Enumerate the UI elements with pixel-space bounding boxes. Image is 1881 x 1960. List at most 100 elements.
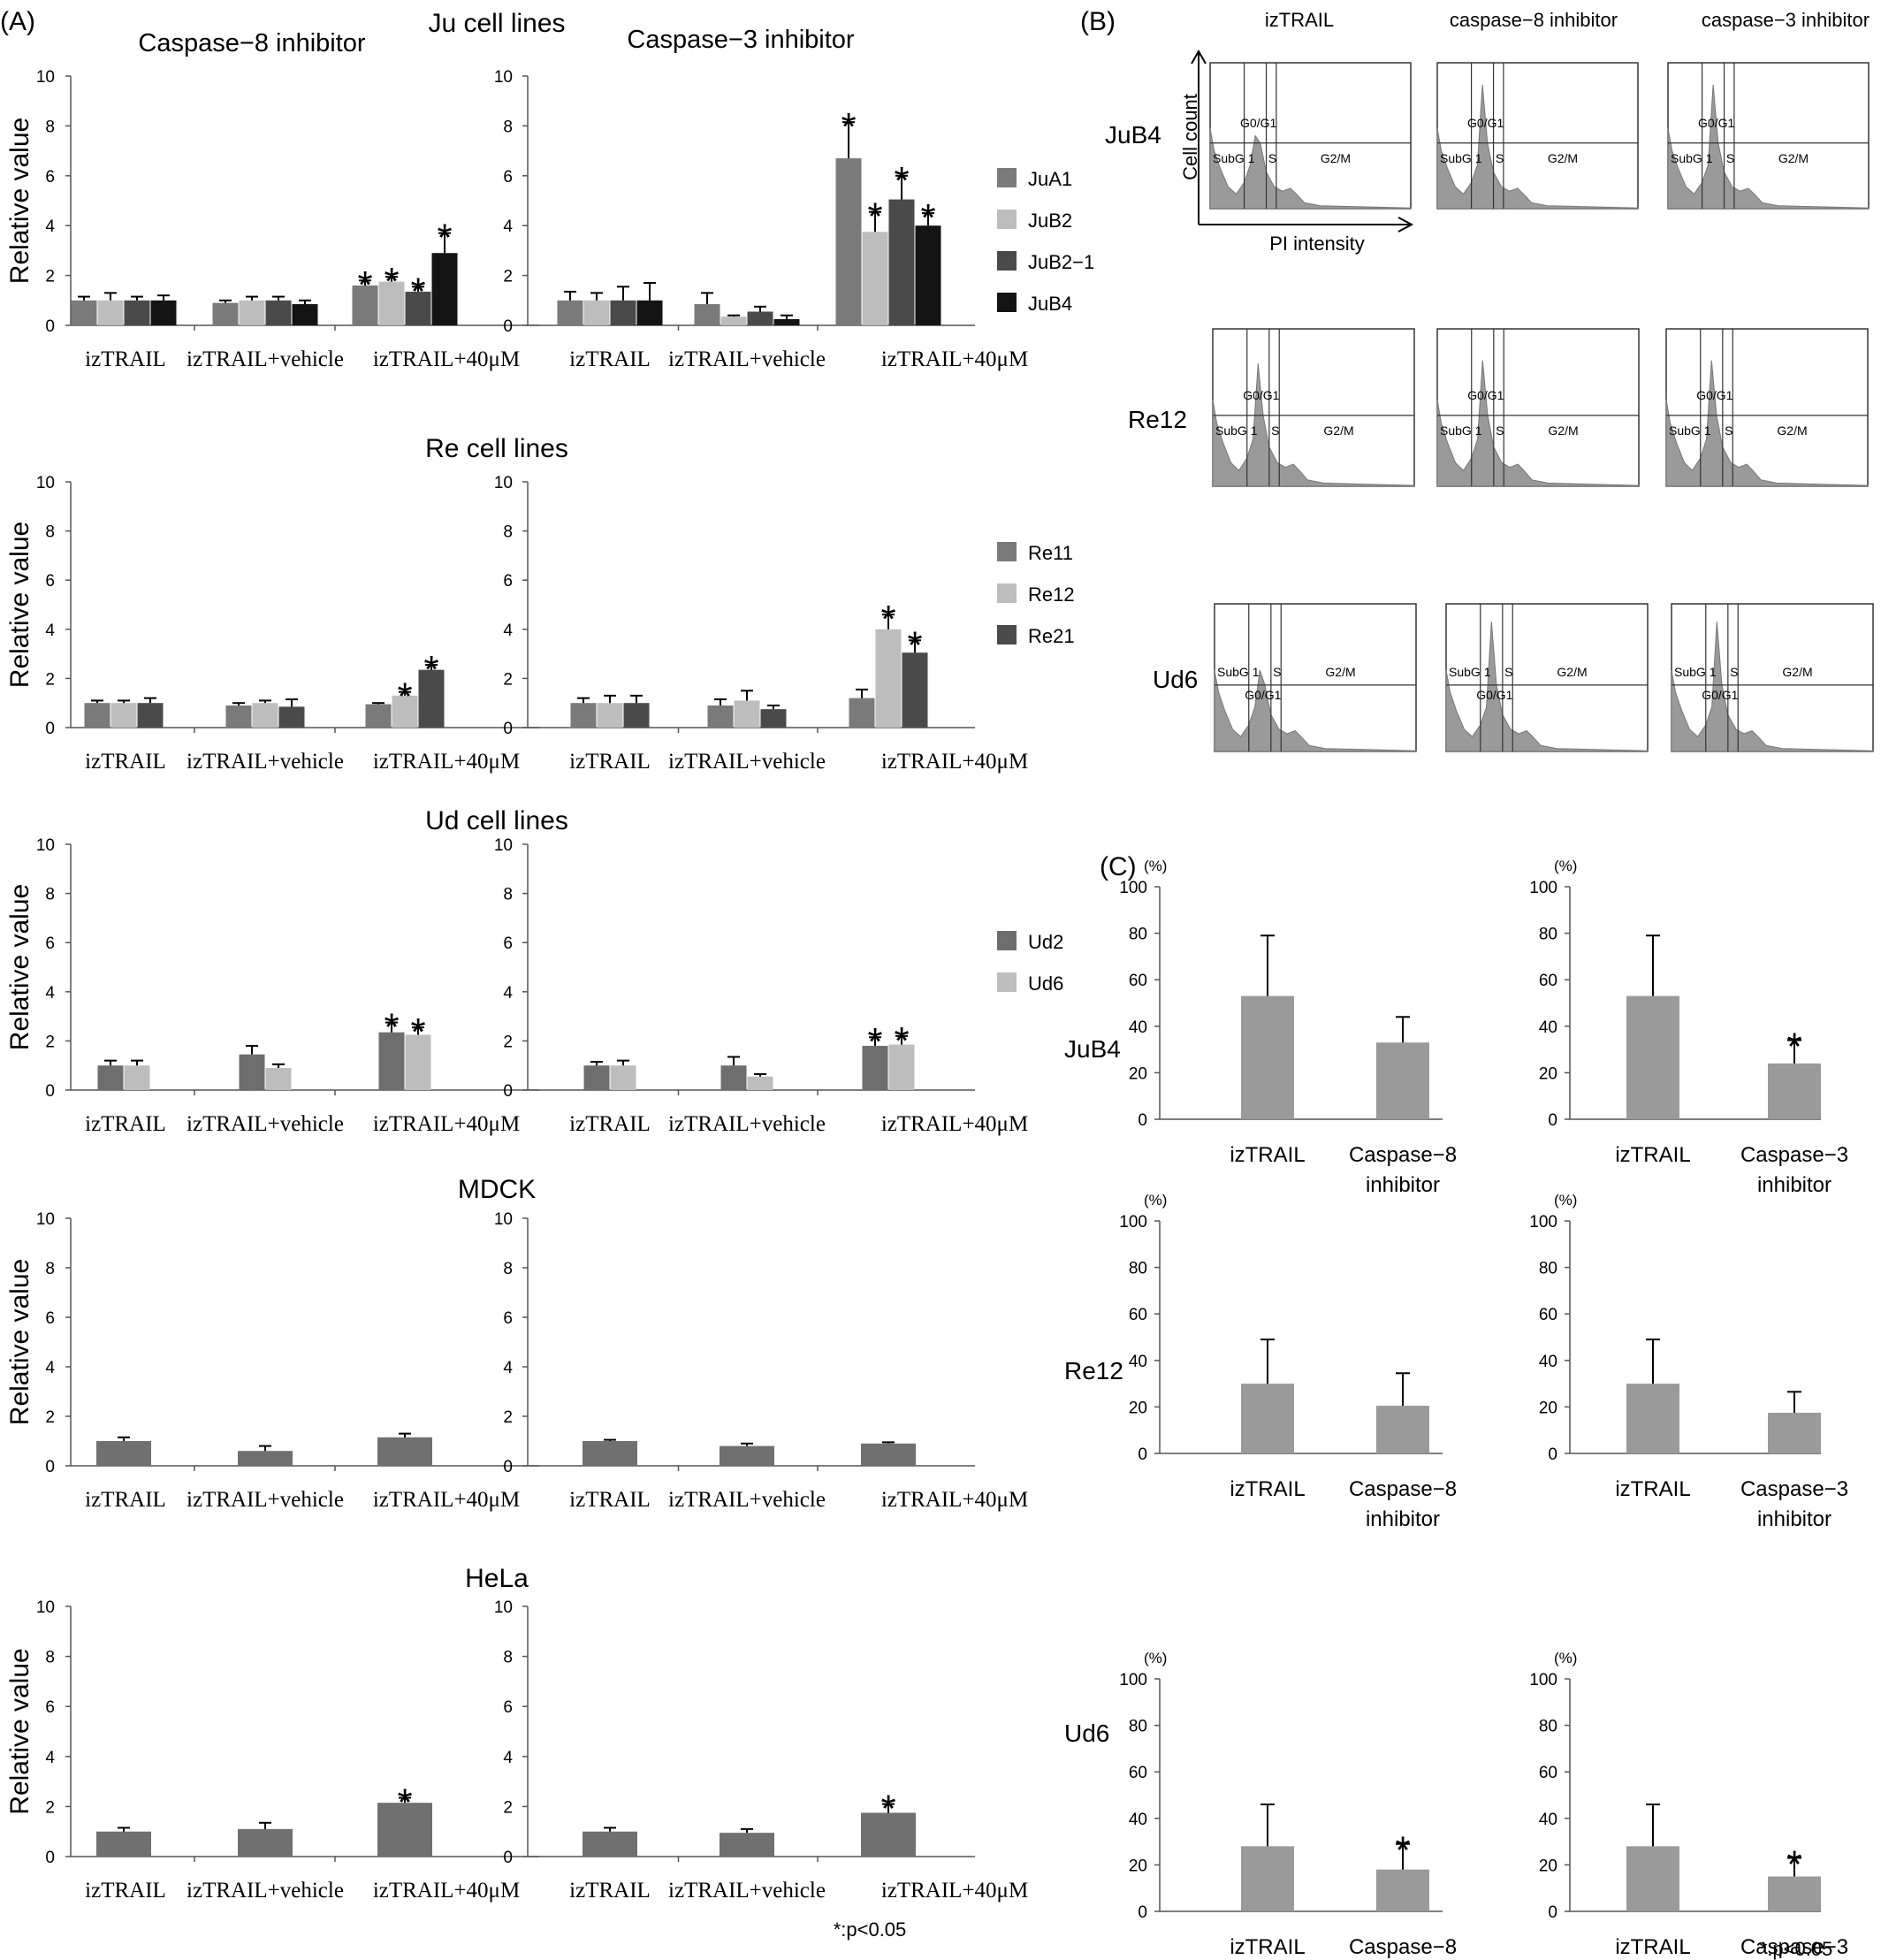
y-tick-label: 80: [1129, 1260, 1147, 1278]
x-category-label: inhibitor: [1366, 1173, 1440, 1197]
y-unit-label: (%): [1144, 858, 1167, 874]
bar-ju-casp3-1-2: [747, 311, 773, 325]
y-tick-label: 8: [503, 118, 513, 136]
x-category-label: izTRAIL: [569, 750, 651, 774]
y-tick-label: 10: [494, 1598, 513, 1617]
x-category-label: izTRAIL: [569, 1488, 651, 1512]
y-tick-label: 20: [1129, 1399, 1147, 1417]
panel-a-charts: Ju cell lines Relative value 0 2 4 6 8 10 * * * * iz…: [5, 9, 1094, 1903]
bar-re-casp8-0-2: [137, 703, 164, 728]
histogram-fill: [1445, 621, 1649, 752]
bar-ju-casp8-1-2: [265, 300, 292, 325]
y-tick-label: 4: [503, 622, 513, 640]
x-category-label: izTRAIL+vehicle: [668, 347, 826, 371]
y-tick-label: 40: [1539, 1353, 1557, 1371]
y-tick-label: 0: [1138, 1111, 1147, 1130]
gate-label-g0g1: G0/G1: [1702, 688, 1738, 702]
chart-title-re: Re cell lines: [425, 434, 568, 463]
gate-label-s: S: [1273, 665, 1281, 679]
y-tick-label: 8: [45, 523, 55, 542]
flow-col-header-iztrail: izTRAIL: [1265, 9, 1334, 31]
x-category-label: Caspase−3: [1740, 1935, 1848, 1959]
y-tick-label: 4: [503, 217, 513, 236]
gate-label-g0g1: G0/G1: [1245, 688, 1281, 702]
chart-title-ju: Ju cell lines: [428, 9, 565, 38]
x-category-label: izTRAIL+40μM: [373, 347, 520, 371]
y-tick-label: 10: [494, 474, 513, 492]
bar-panel-c-0-casp8-1: [1376, 1042, 1429, 1119]
x-category-label: Caspase−8: [1349, 1143, 1457, 1167]
y-tick-label: 6: [503, 1698, 513, 1717]
y-tick-label: 40: [1129, 1353, 1147, 1371]
gate-label-subg1: SubG 1: [1217, 665, 1260, 679]
flow-row-label-ud6: Ud6: [1153, 666, 1198, 693]
y-tick-label: 0: [45, 720, 55, 738]
x-category-label: izTRAIL+40μM: [373, 750, 520, 774]
chart-title-ud: Ud cell lines: [425, 806, 568, 835]
legend-label: Re21: [1028, 625, 1075, 647]
bar-mdck-casp3-1-0: [720, 1445, 774, 1466]
bar-hela-casp8-1-0: [238, 1828, 293, 1857]
gate-label-s: S: [1271, 423, 1279, 438]
x-category-label: izTRAIL: [85, 1879, 166, 1903]
chart-title-hela: HeLa: [465, 1564, 529, 1593]
y-unit-label: (%): [1144, 1192, 1167, 1209]
histogram-frame: [1436, 62, 1639, 210]
x-category-label: izTRAIL: [569, 1112, 651, 1136]
histogram-Re12-0: SubG 1 G0/G1 S G2/M: [1212, 328, 1415, 487]
bar-ud-casp8-1-0: [239, 1054, 265, 1090]
y-tick-label: 0: [45, 1082, 55, 1101]
y-tick-label: 2: [45, 268, 55, 286]
legend-ud: Ud2 Ud6: [997, 931, 1063, 995]
subchart-hela-casp3: 0 2 4 6 8 10 * izTRAIL izTRAIL+vehicle izTRAIL+40…: [494, 1598, 1028, 1903]
bar-ju-casp3-2-0: [835, 158, 862, 325]
x-category-label: izTRAIL+40μM: [881, 1112, 1028, 1136]
bar-re-casp8-1-2: [278, 706, 305, 728]
histogram-fill: [1436, 84, 1639, 210]
panel-c-Re12-casp8: (%) 0 20 40 60 80 100 izTRAIL Caspase−8 inhibitor: [1119, 1192, 1457, 1531]
gate-label-subg1: SubG 1: [1674, 665, 1717, 679]
bar-panel-c-2-casp3-0: [1626, 1846, 1679, 1911]
y-tick-label: 10: [494, 68, 513, 87]
bar-panel-c-1-casp3-0: [1626, 1384, 1679, 1453]
x-category-label: izTRAIL+40μM: [881, 347, 1028, 371]
casp8-inhibitor-header: Caspase−8 inhibitor: [138, 29, 365, 57]
y-tick-label: 100: [1119, 1213, 1147, 1232]
flow-panel: izTRAIL caspase−8 inhibitor caspase−3 in…: [1105, 9, 1870, 693]
chart-mdck: MDCK Relative value 0 2 4 6 8 10 izTRAIL izTRAIL+…: [5, 1175, 1028, 1512]
bar-ud-casp3-2-1: [888, 1044, 915, 1090]
significance-asterisk: *: [1395, 1829, 1410, 1872]
gate-label-g0g1: G0/G1: [1240, 116, 1276, 130]
bar-re-casp3-1-0: [707, 705, 734, 728]
y-tick-label: 0: [503, 720, 513, 738]
bar-panel-c-2-casp8-0: [1241, 1846, 1294, 1911]
bar-hela-casp3-0-0: [583, 1831, 637, 1857]
y-tick-label: 40: [1539, 1018, 1557, 1037]
flow-axis-x-label: PI intensity: [1269, 233, 1365, 255]
y-tick-label: 6: [45, 1698, 55, 1717]
y-tick-label: 60: [1129, 1764, 1147, 1782]
histogram-JuB4-1: SubG 1 G0/G1 S G2/M: [1436, 62, 1639, 210]
bar-ud-casp8-0-0: [97, 1065, 124, 1090]
bar-re-casp8-2-2: [418, 669, 445, 728]
y-tick-label: 2: [45, 1408, 55, 1427]
significance-asterisk: *: [907, 623, 922, 667]
bar-re-casp3-2-2: [902, 652, 928, 728]
gate-label-g2m: G2/M: [1782, 665, 1812, 679]
y-tick-label: 100: [1529, 1213, 1557, 1232]
chart-ju: Ju cell lines Relative value 0 2 4 6 8 10 * * * * iz…: [5, 9, 1094, 371]
x-category-label: izTRAIL+vehicle: [187, 1112, 344, 1136]
significance-asterisk: *: [920, 196, 935, 240]
gate-label-subg1: SubG 1: [1215, 423, 1258, 438]
y-tick-label: 100: [1529, 1671, 1557, 1689]
panel-c-row-label: Ud6: [1064, 1720, 1109, 1747]
x-category-label: izTRAIL+vehicle: [187, 1879, 344, 1903]
bar-re-casp3-1-1: [734, 700, 760, 728]
y-tick-label: 0: [45, 317, 55, 336]
y-tick-label: 80: [1539, 1718, 1557, 1736]
y-tick-label: 10: [36, 1210, 55, 1229]
gate-label-s: S: [1725, 423, 1732, 438]
panel-c-row-label: JuB4: [1064, 1035, 1121, 1063]
bar-panel-c-0-casp3-1: [1768, 1063, 1821, 1119]
x-category-label: izTRAIL+vehicle: [668, 1112, 826, 1136]
